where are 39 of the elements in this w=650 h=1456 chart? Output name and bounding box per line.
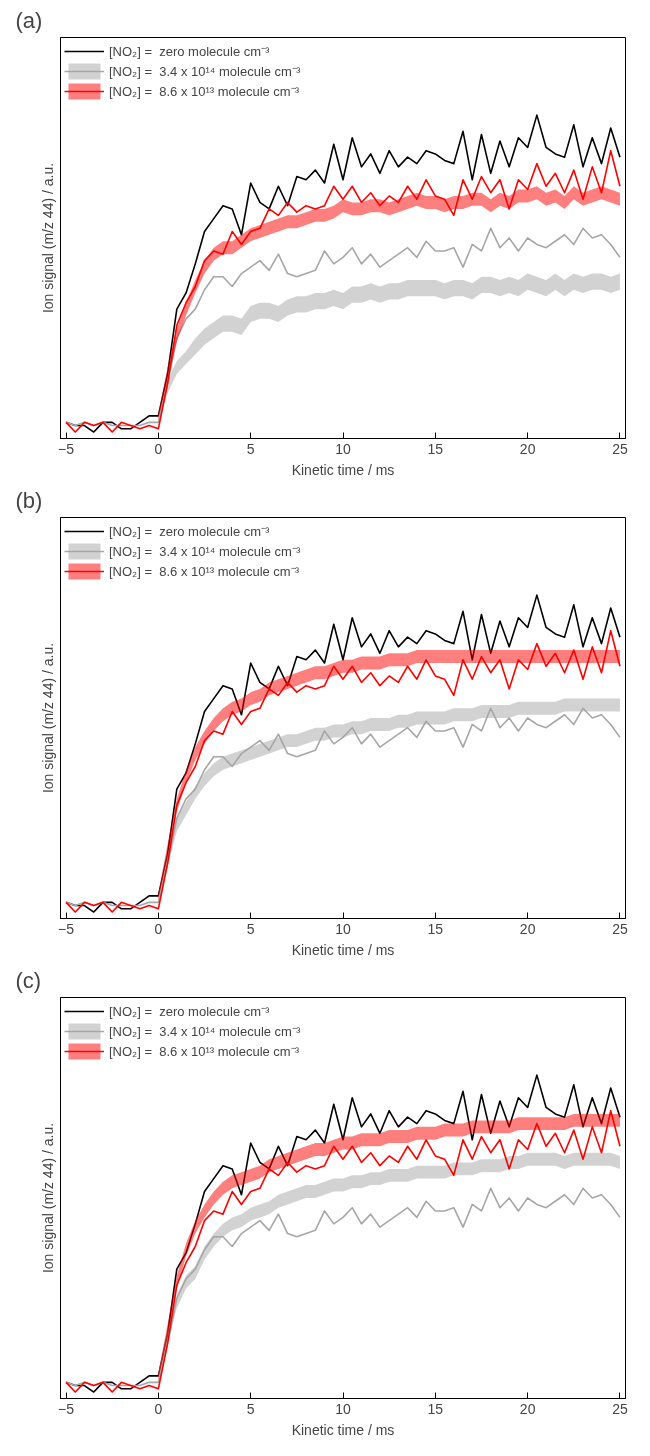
legend-label: [NO₂] = zero molecule cm⁻³ — [109, 523, 270, 540]
y-axis-title: Ion signal (m/z 44) / a.u. — [39, 1122, 56, 1274]
legend-label: [NO₂] = zero molecule cm⁻³ — [109, 43, 270, 60]
chart-title: (a) — [15, 7, 43, 33]
x-tick-label: 25 — [612, 1400, 628, 1417]
x-tick-label: 20 — [519, 1400, 536, 1417]
x-axis-title: Kinetic time / ms — [291, 941, 395, 958]
x-tick-label: 10 — [335, 920, 351, 937]
x-tick-label: 5 — [246, 920, 255, 937]
y-axis-title: Ion signal (m/z 44) / a.u. — [39, 642, 56, 794]
x-tick-label: 25 — [612, 920, 628, 937]
legend-label: [NO₂] = zero molecule cm⁻³ — [109, 1003, 270, 1020]
legend-label: [NO₂] = 3.4 x 10¹⁴ molecule cm⁻³ — [109, 63, 301, 80]
y-axis-title: Ion signal (m/z 44) / a.u. — [39, 162, 56, 314]
x-axis-title: Kinetic time / ms — [291, 1421, 395, 1438]
x-tick-label: 20 — [519, 920, 536, 937]
x-tick-label: 10 — [335, 440, 351, 457]
x-tick-label: 0 — [154, 1400, 163, 1417]
legend-label: [NO₂] = 3.4 x 10¹⁴ molecule cm⁻³ — [109, 1023, 301, 1040]
x-tick-label: 20 — [519, 440, 536, 457]
x-tick-label: 5 — [246, 440, 255, 457]
x-tick-label: 15 — [427, 440, 444, 457]
x-tick-label: −5 — [58, 1400, 75, 1417]
x-tick-label: 5 — [246, 1400, 255, 1417]
x-tick-label: 15 — [427, 920, 444, 937]
x-tick-label: 0 — [154, 440, 163, 457]
legend-label: [NO₂] = 8.6 x 10¹³ molecule cm⁻³ — [109, 563, 300, 580]
chart-title: (c) — [15, 967, 42, 993]
legend-label: [NO₂] = 3.4 x 10¹⁴ molecule cm⁻³ — [109, 543, 301, 560]
x-tick-label: −5 — [58, 440, 75, 457]
x-tick-label: 10 — [335, 1400, 351, 1417]
legend-label: [NO₂] = 8.6 x 10¹³ molecule cm⁻³ — [109, 83, 300, 100]
legend-label: [NO₂] = 8.6 x 10¹³ molecule cm⁻³ — [109, 1043, 300, 1060]
x-tick-label: 15 — [427, 1400, 444, 1417]
x-tick-label: 25 — [612, 440, 628, 457]
x-axis-title: Kinetic time / ms — [291, 461, 395, 478]
x-tick-label: 0 — [154, 920, 163, 937]
chart-title: (b) — [15, 487, 43, 513]
x-tick-label: −5 — [58, 920, 75, 937]
